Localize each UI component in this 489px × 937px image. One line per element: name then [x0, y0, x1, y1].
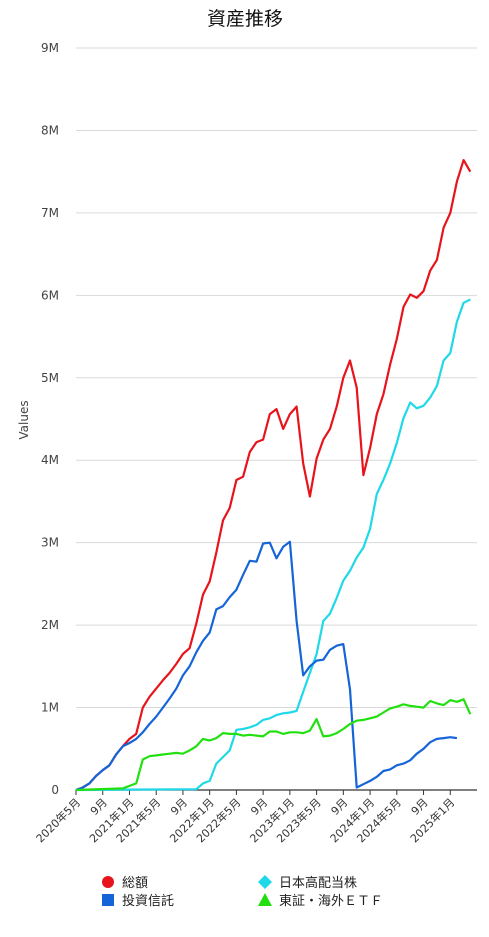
series-line-0	[75, 159, 472, 792]
y-tick-label: 0	[51, 783, 59, 797]
x-tick-label: 9月	[248, 796, 270, 818]
y-tick-label: 1M	[41, 701, 59, 715]
legend-item-1: 日本高配当株	[258, 875, 357, 891]
y-tick-label: 6M	[41, 288, 59, 302]
legend-item-3: 東証・海外ＥＴＦ	[258, 893, 383, 909]
y-axis-tick-labels: 0 1M 2M 3M 4M 5M 6M 7M 8M 9M	[41, 41, 59, 797]
legend-item-2: 投資信託	[102, 893, 174, 909]
y-tick-label: 8M	[41, 123, 59, 137]
y-tick-label: 7M	[41, 206, 59, 220]
y-tick-label: 5M	[41, 371, 59, 385]
y-axis-label: Values	[17, 400, 31, 439]
legend-label: 東証・海外ＥＴＦ	[279, 893, 383, 909]
y-tick-label: 2M	[41, 618, 59, 632]
legend-item-0: 総額	[102, 876, 148, 891]
legend-label: 総額	[122, 876, 148, 891]
y-tick-label: 9M	[41, 41, 59, 55]
legend-marker-triangle	[258, 893, 272, 906]
legend-marker-square	[102, 894, 114, 906]
legend-label: 投資信託	[122, 893, 174, 909]
legend-label: 日本高配当株	[279, 875, 357, 891]
x-tick-label: 9月	[88, 796, 110, 818]
series-line-3	[75, 698, 472, 792]
x-tick-label: 9月	[409, 796, 431, 818]
x-tick-label: 9月	[329, 796, 351, 818]
grid-lines	[76, 47, 477, 791]
y-tick-label: 4M	[41, 453, 59, 467]
x-tick-label: 2020年5月	[33, 795, 83, 845]
chart-title: 資産推移	[207, 8, 283, 30]
series-line-1	[75, 298, 471, 792]
legend-marker-circle	[102, 876, 114, 888]
x-tick-label: 9月	[168, 796, 190, 818]
series-lines	[75, 159, 472, 792]
legend-marker-diamond	[258, 875, 272, 889]
series-line-2	[75, 540, 458, 792]
y-tick-label: 3M	[41, 536, 59, 550]
